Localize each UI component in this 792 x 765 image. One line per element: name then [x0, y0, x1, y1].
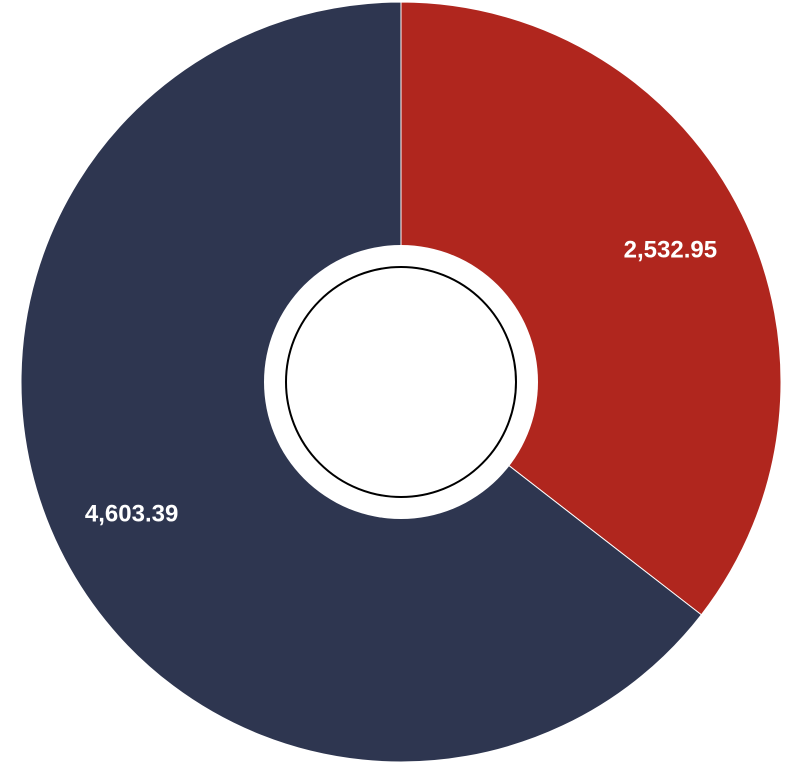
donut-center-ring [285, 266, 517, 498]
pie-slice-1 [400, 1, 782, 616]
slice-labels: 2,532.95 4,603.39 [85, 236, 717, 527]
donut-center-hole [264, 245, 538, 519]
slice-label-2: 4,603.39 [85, 501, 178, 528]
slice-label-1: 2,532.95 [624, 236, 717, 263]
